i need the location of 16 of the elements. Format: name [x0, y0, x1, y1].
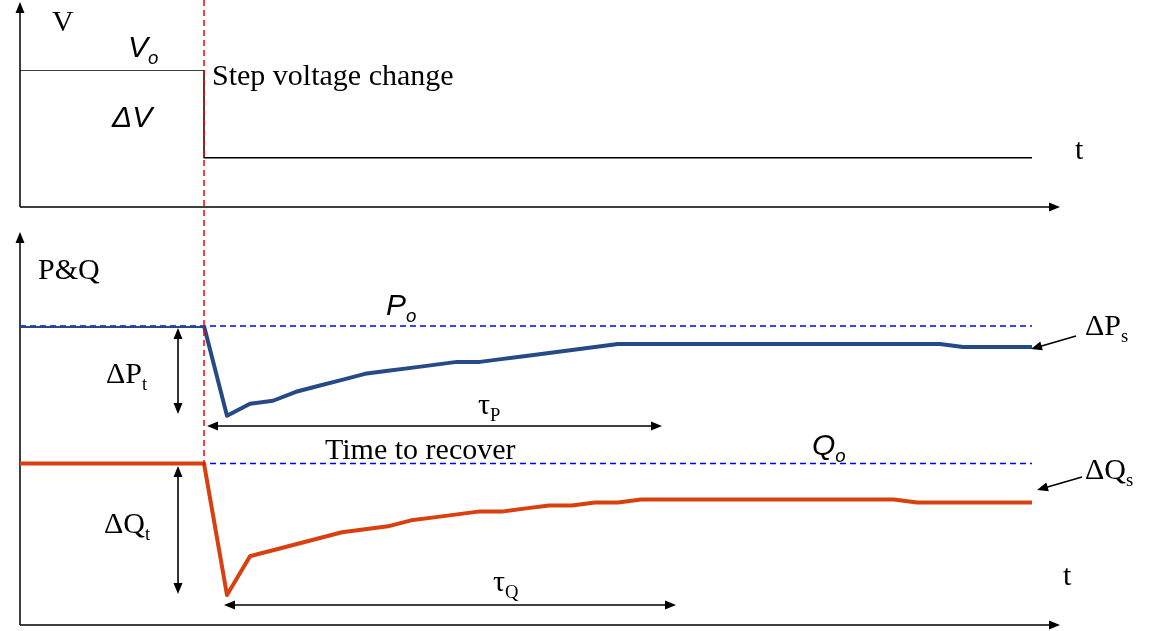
x-axis-title: t [1075, 132, 1084, 165]
annotation: τ$_{P}$ [478, 387, 501, 425]
y-axis-title: V [52, 4, 74, 37]
y-axis-title: P&Q [38, 252, 100, 285]
text: ΔP$_{s}$ [1085, 308, 1129, 346]
text: V$_{o}$ [128, 30, 159, 68]
text: ΔQ$_{s}$ [1085, 452, 1134, 490]
ref-line-label: P$_{o}$ [386, 288, 417, 326]
ref-line-label: Q$_{o}$ [812, 428, 846, 466]
annotation: ΔQ$_{t}$ [104, 506, 151, 544]
annotation: Step voltage change [212, 58, 454, 91]
annotation: ΔP$_{t}$ [106, 356, 148, 394]
annotation: Time to recover [325, 432, 516, 465]
annotation: ΔV [112, 100, 153, 133]
x-axis-title: t [1063, 558, 1072, 591]
annotation: τ$_{Q}$ [493, 564, 519, 602]
